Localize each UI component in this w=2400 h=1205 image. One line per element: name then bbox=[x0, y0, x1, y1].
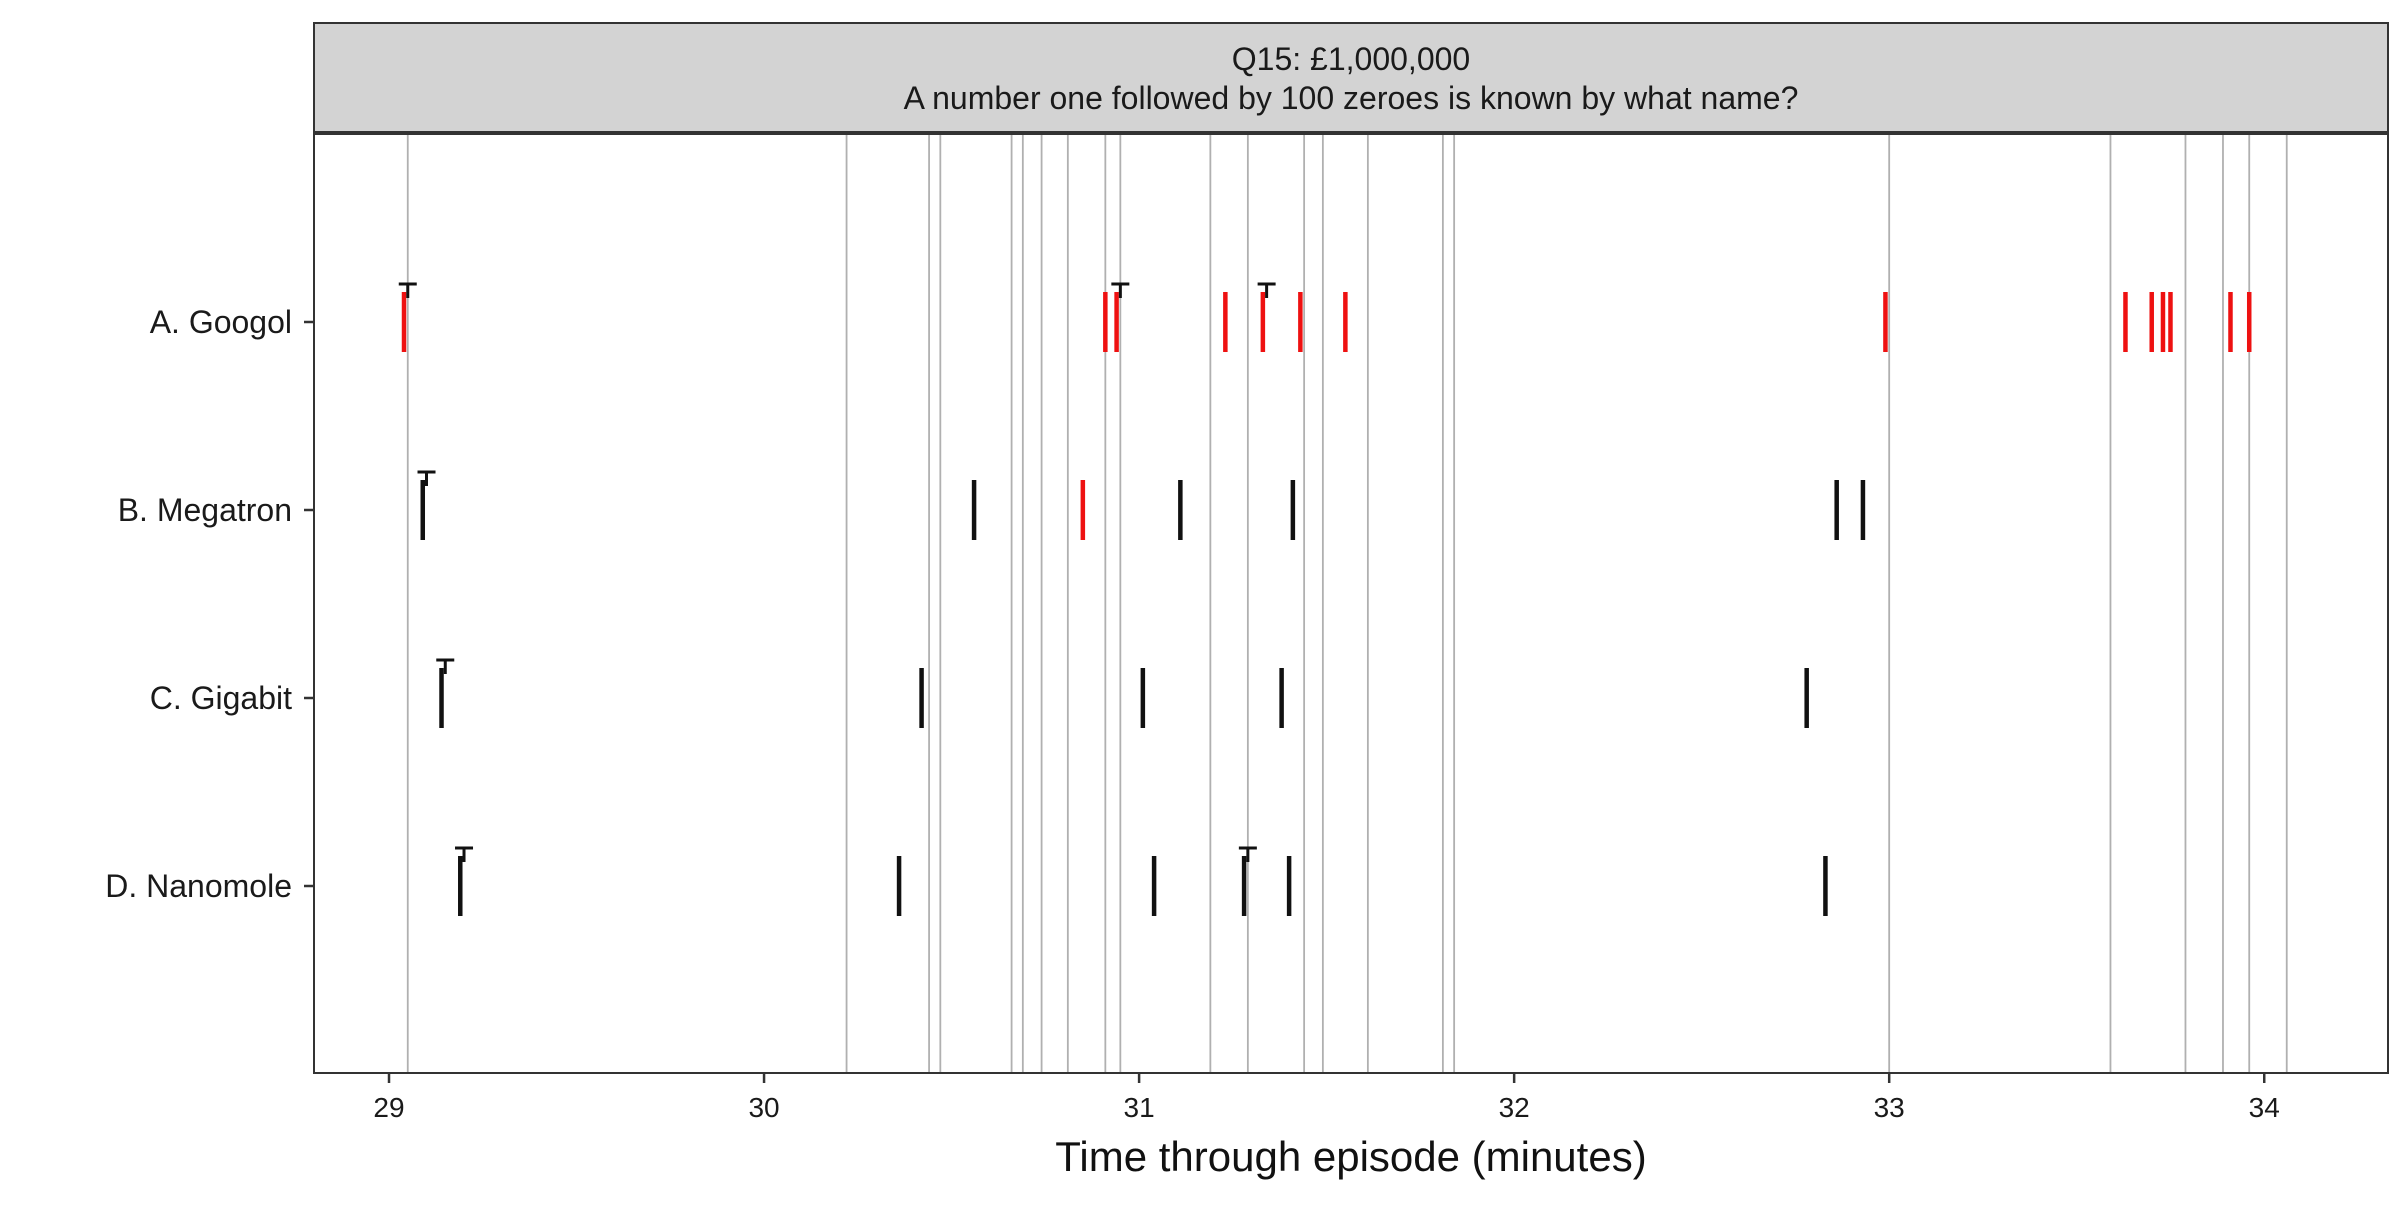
t-marker-b-megatron bbox=[417, 470, 436, 486]
x-axis: 29 30 31 32 33 34 bbox=[373, 1073, 2280, 1123]
answer-marks bbox=[401, 292, 2252, 916]
t-marker-d-nanomole bbox=[455, 846, 474, 862]
facet-strip-question: A number one followed by 100 zeroes is k… bbox=[904, 80, 1799, 116]
x-tick-label: 31 bbox=[1124, 1092, 1155, 1123]
t-markers bbox=[398, 282, 1276, 862]
x-tick-label: 30 bbox=[748, 1092, 779, 1123]
y-tick-label: D. Nanomole bbox=[105, 868, 292, 904]
facet-strip-title: Q15: £1,000,000 bbox=[1232, 41, 1470, 77]
x-tick-label: 33 bbox=[1874, 1092, 1905, 1123]
x-tick-label: 29 bbox=[373, 1092, 404, 1123]
facet-strip-background bbox=[313, 22, 2389, 134]
y-tick-label: B. Megatron bbox=[118, 492, 292, 528]
y-tick-label: A. Googol bbox=[150, 304, 292, 340]
t-marker-c-gigabit bbox=[436, 658, 455, 674]
panel-border bbox=[313, 132, 2389, 1074]
t-marker-a-googol bbox=[1257, 282, 1276, 298]
x-axis-title: Time through episode (minutes) bbox=[1055, 1133, 1646, 1180]
t-marker-a-googol bbox=[398, 282, 417, 298]
facet-strip: Q15: £1,000,000 A number one followed by… bbox=[313, 22, 2389, 135]
t-marker-d-nanomole bbox=[1238, 846, 1257, 862]
t-marker-a-googol bbox=[1111, 282, 1130, 298]
x-tick-label: 32 bbox=[1499, 1092, 1530, 1123]
y-axis: A. Googol B. Megatron C. Gigabit D. Nanomol… bbox=[105, 304, 314, 904]
x-tick-label: 34 bbox=[2249, 1092, 2280, 1123]
y-tick-label: C. Gigabit bbox=[150, 680, 292, 716]
